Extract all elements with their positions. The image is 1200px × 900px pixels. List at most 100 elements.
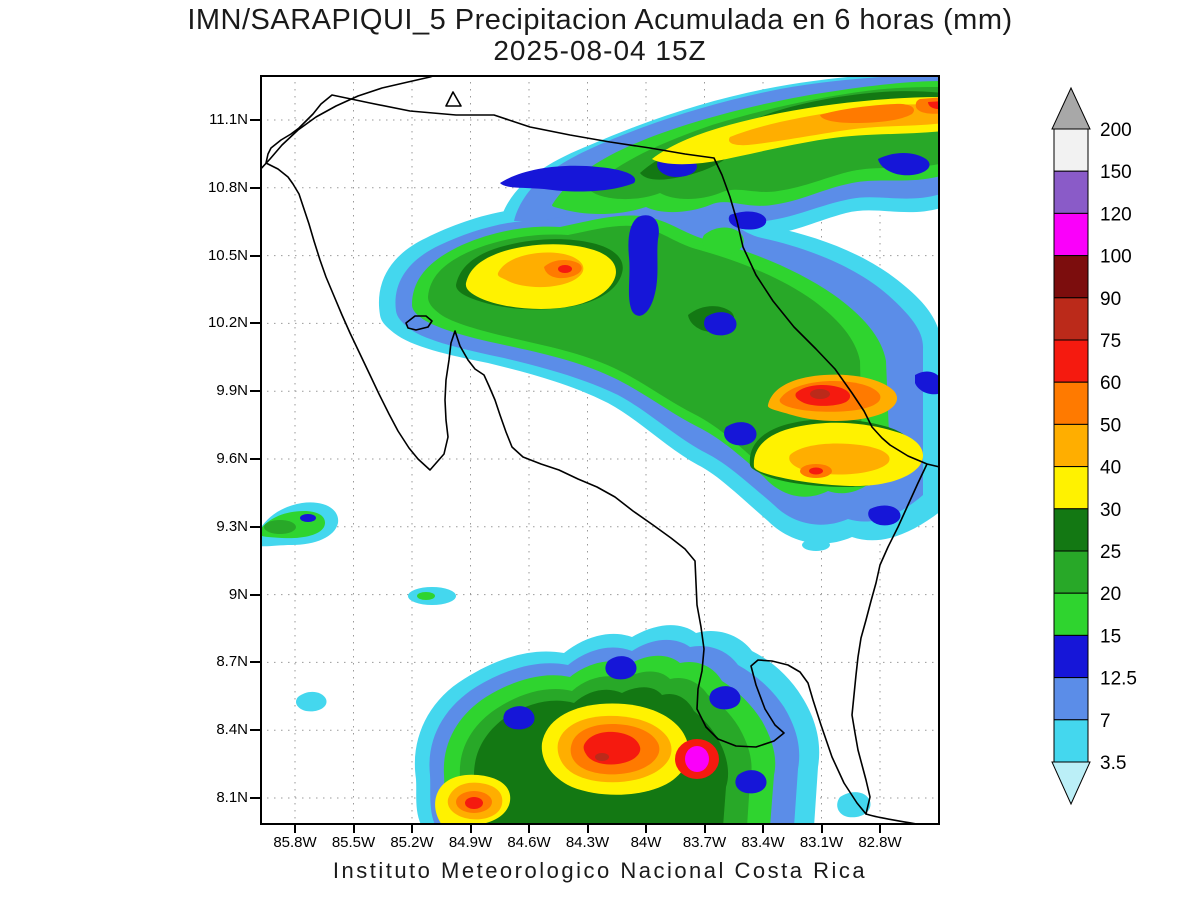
precip-contour: [724, 422, 757, 446]
precip-contour: [820, 103, 915, 123]
y-axis-tick-mark: [250, 593, 260, 596]
costa-rica-outline: [265, 94, 940, 815]
x-axis-tick-label: 85.8W: [273, 834, 317, 851]
precip-contour: [915, 97, 940, 114]
y-axis-tick-label: 9.9N: [216, 382, 248, 400]
colorbar-tick-label: 60: [1100, 373, 1121, 394]
plot-border: [260, 75, 940, 825]
y-axis-tick-label: 8.1N: [216, 789, 248, 806]
precip-contour: [500, 165, 636, 192]
colorbar-tick-label: 100: [1100, 247, 1132, 268]
colorbar-tick-label: 20: [1100, 584, 1121, 605]
colorbar-tick-label: 90: [1100, 289, 1121, 310]
x-axis-tick-mark: [294, 825, 296, 833]
y-axis-tick-label: 8.4N: [216, 721, 248, 739]
colorbar-segment: [1053, 381, 1089, 425]
colorbar-segment: [1053, 297, 1089, 341]
precip-contour: [264, 520, 296, 534]
colorbar: 200 150 120 100 90 75 60 50 40 30 25 20 15 12.5 7 3.5: [1051, 86, 1137, 806]
x-axis-tick-label: 83.7W: [682, 834, 727, 851]
y-axis-tick-label: 8.7N: [216, 653, 248, 671]
map-plot: [260, 75, 940, 825]
x-axis-tick-mark: [762, 825, 764, 833]
colorbar-arrow-above-max: [1051, 86, 1091, 130]
colorbar-segment: [1053, 719, 1089, 763]
y-axis-tick-mark: [250, 797, 260, 799]
x-axis-tick-mark: [352, 825, 355, 833]
y-axis-tick-mark: [250, 458, 260, 460]
precip-contour: [685, 746, 709, 772]
precip-contour: [868, 505, 901, 526]
colorbar-segment: [1053, 550, 1089, 594]
x-axis-tick-mark: [411, 825, 413, 833]
precip-contour: [837, 792, 871, 818]
colorbar-tick-label: 30: [1100, 500, 1121, 521]
x-axis-tick-label: 85.2W: [390, 834, 434, 851]
x-axis-tick-mark: [645, 825, 647, 833]
colorbar-tick-label: 7: [1100, 711, 1111, 732]
precip-contour: [417, 592, 435, 600]
y-axis-tick-mark: [250, 729, 260, 732]
x-axis-tick-label: 84.6W: [507, 834, 551, 851]
colorbar-segment: [1053, 170, 1089, 214]
colorbar-tick-label: 3.5: [1100, 753, 1126, 774]
y-axis-tick-label: 9.3N: [216, 517, 248, 535]
colorbar-tick-label: 150: [1100, 162, 1132, 183]
x-axis-tick-mark: [820, 825, 823, 833]
precipitation-field: [260, 75, 940, 825]
precip-contour: [503, 706, 535, 730]
precip-contour: [300, 514, 316, 522]
precip-contour: [878, 153, 930, 176]
precip-contour: [595, 753, 609, 761]
precip-contour: [809, 467, 823, 475]
x-axis-tick-label: 84.9W: [448, 834, 493, 851]
nicaragua-coast: [260, 75, 439, 172]
precip-contour: [628, 215, 659, 316]
plot-datetime: 2025-08-04 15Z: [493, 35, 707, 66]
y-axis-tick-label: 10.2N: [207, 314, 248, 332]
grid-lines: [260, 75, 940, 825]
colorbar-tick-label: 200: [1100, 120, 1132, 141]
x-axis-tick-label: 84.3W: [565, 834, 610, 851]
precip-contour: [465, 797, 483, 809]
precip-contour: [295, 691, 327, 712]
precip-contour: [702, 227, 744, 255]
colorbar-tick-label: 120: [1100, 204, 1132, 225]
y-axis-tick-mark: [250, 186, 260, 189]
y-axis-tick-label: 11.1N: [209, 111, 248, 128]
colorbar-tick-label: 12.5: [1100, 669, 1137, 690]
x-axis-tick-mark: [879, 825, 881, 833]
x-axis-tick-label: 83.1W: [799, 834, 844, 851]
precip-contour: [928, 101, 940, 110]
x-axis-tick-label: 83.4W: [741, 834, 785, 851]
y-axis-tick-label: 10.8N: [207, 178, 248, 196]
colorbar-tick-label: 50: [1100, 415, 1121, 436]
precip-contour: [605, 656, 637, 680]
x-axis-tick-mark: [703, 825, 706, 833]
y-axis-tick-mark: [250, 254, 260, 257]
y-axis-tick-mark: [250, 525, 260, 528]
precip-contour: [704, 312, 737, 336]
volcano-island: [445, 91, 462, 107]
coastlines: [260, 75, 940, 825]
precip-contour: [810, 389, 830, 399]
colorbar-segment: [1053, 128, 1089, 172]
colorbar-tick-label: 25: [1100, 542, 1121, 563]
colorbar-arrow-below-min: [1051, 761, 1091, 806]
precip-contour: [802, 539, 830, 551]
colorbar-tick-label: 40: [1100, 458, 1121, 479]
colorbar-segment: [1053, 255, 1089, 299]
y-axis-tick-mark: [250, 390, 260, 393]
x-axis-tick-mark: [528, 825, 530, 833]
x-axis-tick-label: 84W: [630, 834, 662, 851]
precip-contour: [709, 686, 741, 710]
colorbar-segment: [1053, 212, 1089, 257]
colorbar-segment: [1053, 677, 1089, 721]
y-axis-tick-label: 9.6N: [216, 450, 248, 467]
precip-contour: [735, 770, 767, 794]
colorbar-segment: [1053, 508, 1089, 552]
y-axis-tick-mark: [250, 119, 260, 121]
x-axis-tick-mark: [586, 825, 589, 833]
y-axis-tick-mark: [250, 661, 260, 664]
